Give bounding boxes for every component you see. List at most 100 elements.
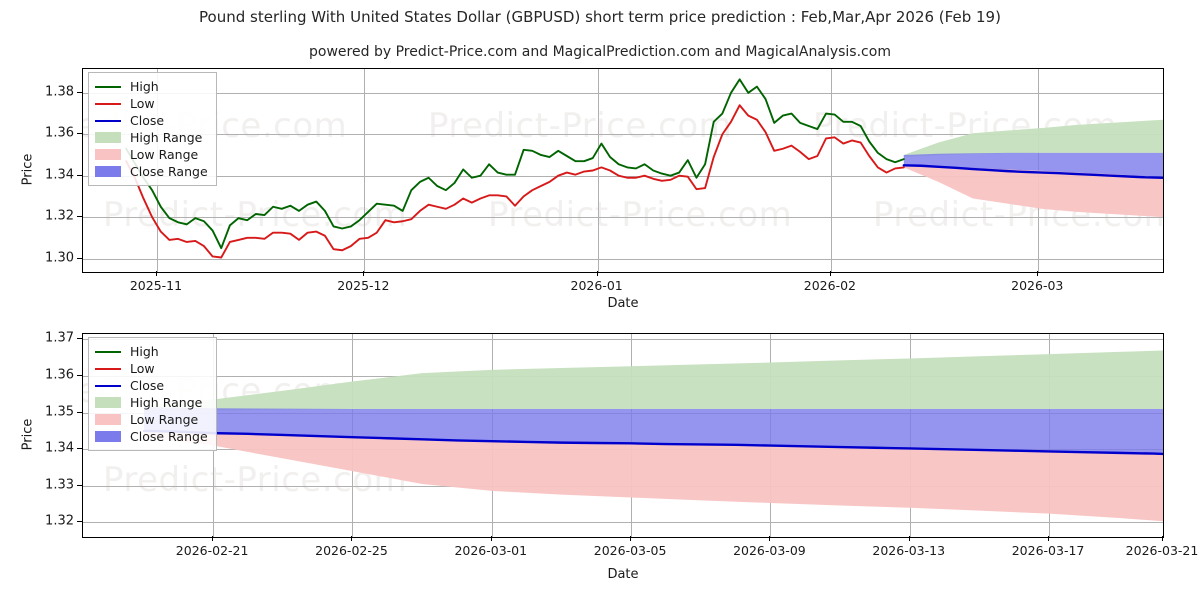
legend-patch-swatch: [95, 166, 121, 177]
legend-line-swatch: [95, 384, 121, 387]
x-axis-tick-mark: [630, 536, 632, 541]
y-axis-tick-label: 1.34: [45, 167, 74, 183]
x-axis-tick-mark: [363, 271, 365, 276]
y-axis-tick-mark: [77, 484, 82, 486]
legend-item-close[interactable]: Close: [95, 112, 208, 129]
overview-chart: Predict-Price.com Predict-Price.com Predic…: [0, 60, 1200, 315]
legend-item-low-range[interactable]: Low Range: [95, 146, 208, 163]
legend-patch-swatch: [95, 149, 121, 160]
x-axis-tick-mark: [351, 536, 353, 541]
series-line-high: [125, 78, 905, 250]
legend-item-label: Close Range: [130, 429, 208, 444]
x-axis-tick-mark: [596, 271, 598, 276]
legend-item-high-range[interactable]: High Range: [95, 394, 208, 411]
y-axis-tick-mark: [77, 174, 82, 176]
forecast-detail-legend[interactable]: High Low Close High Range Low Range Close Ran…: [88, 337, 217, 451]
x-axis-tick-mark: [490, 536, 492, 541]
y-axis-tick-mark: [77, 375, 82, 377]
band-high-range: [144, 350, 1163, 413]
legend-item-label: Low: [130, 96, 155, 111]
y-axis-tick-label: 1.38: [45, 84, 74, 100]
y-gridline: [83, 92, 1163, 94]
band-high-range: [903, 119, 1163, 158]
x-axis-tick-label: 2026-03-13: [872, 543, 946, 558]
x-axis-tick-label: 2025-11: [129, 278, 183, 293]
forecast-detail-x-axis-label: Date: [607, 567, 639, 582]
y-axis-tick-mark: [77, 411, 82, 413]
legend-item-low-range[interactable]: Low Range: [95, 411, 208, 428]
x-axis-tick-label: 2026-03-09: [733, 543, 806, 558]
x-axis-tick-mark: [829, 271, 831, 276]
y-axis-tick-label: 1.33: [45, 477, 74, 493]
y-gridline: [83, 134, 1163, 136]
y-axis-tick-label: 1.32: [45, 513, 74, 529]
y-axis-tick-label: 1.35: [45, 404, 74, 420]
legend-line-swatch: [95, 119, 121, 122]
series-line-close: [142, 429, 1163, 456]
series-line-low: [125, 104, 905, 259]
legend-line-swatch: [95, 367, 121, 370]
legend-item-label: Low: [130, 361, 155, 376]
x-axis-tick-mark: [769, 536, 771, 541]
x-axis-tick-label: 2025-12: [337, 278, 390, 293]
legend-item-high-range[interactable]: High Range: [95, 129, 208, 146]
band-close-range: [903, 152, 1163, 178]
page-subtitle: powered by Predict-Price.com and Magical…: [309, 44, 891, 60]
y-axis-tick-mark: [77, 338, 82, 340]
x-axis-tick-mark: [212, 536, 214, 541]
x-gridline: [830, 69, 832, 272]
y-gridline: [83, 339, 1163, 341]
legend-item-label: Close: [130, 378, 165, 393]
forecast-detail-plot-area: Predict-Price.comPredict-Price.comPredic…: [82, 333, 1164, 538]
x-axis-tick-mark: [1037, 271, 1039, 276]
series-canvas: [125, 78, 1163, 259]
legend-line-swatch: [95, 102, 121, 105]
y-gridline: [83, 217, 1163, 219]
legend-item-label: Close Range: [130, 164, 208, 179]
legend-item-high[interactable]: High: [95, 78, 208, 95]
band-low-range: [144, 430, 1163, 522]
legend-item-close-range[interactable]: Close Range: [95, 428, 208, 445]
y-axis-tick-label: 1.36: [45, 367, 74, 383]
legend-item-close-range[interactable]: Close Range: [95, 163, 208, 180]
overview-x-axis-label: Date: [607, 296, 639, 311]
series-canvas: [142, 350, 1163, 522]
legend-item-label: High Range: [130, 130, 203, 145]
legend-patch-swatch: [95, 431, 121, 442]
y-axis-tick-mark: [77, 448, 82, 450]
y-axis-tick-label: 1.30: [45, 250, 74, 266]
legend-line-swatch: [95, 350, 121, 353]
x-axis-tick-label: 2026-03: [1011, 278, 1064, 293]
x-axis-tick-label: 2026-02-21: [175, 543, 249, 558]
x-axis-tick-label: 2026-03-01: [454, 543, 528, 558]
legend-item-label: Close: [130, 113, 165, 128]
y-gridline: [83, 522, 1163, 524]
page-title: Pound sterling With United States Dollar…: [199, 8, 1001, 26]
x-axis-tick-mark: [1162, 536, 1163, 541]
legend-item-high[interactable]: High: [95, 343, 208, 360]
legend-item-low[interactable]: Low: [95, 95, 208, 112]
x-gridline: [364, 69, 366, 272]
forecast-detail-chart: Predict-Price.comPredict-Price.comPredic…: [0, 325, 1200, 600]
y-axis-tick-label: 1.34: [45, 440, 74, 456]
legend-item-close[interactable]: Close: [95, 377, 208, 394]
overview-plot-area: Predict-Price.com Predict-Price.com Predic…: [82, 68, 1164, 273]
x-axis-tick-label: 2026-02: [803, 278, 857, 293]
x-axis-tick-label: 2026-01: [570, 278, 623, 293]
legend-item-low[interactable]: Low: [95, 360, 208, 377]
legend-item-label: High Range: [130, 395, 203, 410]
y-axis-tick-mark: [77, 91, 82, 93]
x-axis-tick-mark: [1048, 536, 1050, 541]
legend-item-label: High: [130, 344, 159, 359]
x-axis-tick-mark: [155, 271, 157, 276]
overview-legend[interactable]: High Low Close High Range Low Range Close Ran…: [88, 72, 217, 186]
series-line-close: [902, 164, 1163, 179]
x-axis-tick-label: 2026-02-25: [315, 543, 388, 558]
legend-patch-swatch: [95, 414, 121, 425]
overview-y-axis-label: Price: [20, 153, 36, 186]
y-axis-tick-mark: [77, 216, 82, 218]
band-close-range: [144, 407, 1163, 454]
x-axis-tick-label: 2026-03-21: [1125, 543, 1199, 558]
y-axis-tick-label: 1.36: [45, 125, 74, 141]
